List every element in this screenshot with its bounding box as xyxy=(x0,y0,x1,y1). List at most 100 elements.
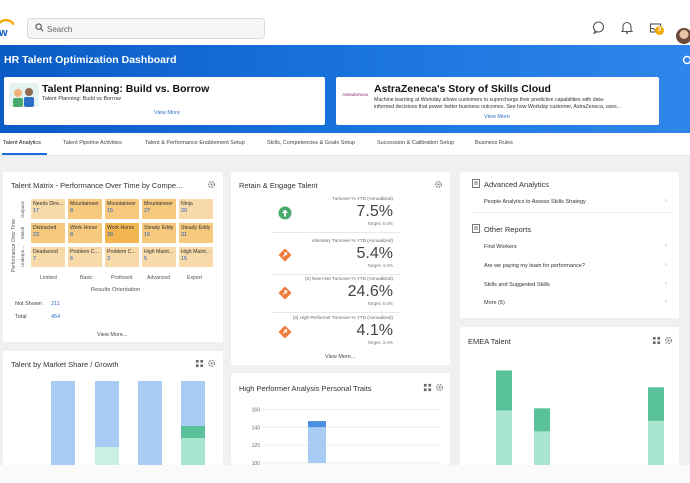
advanced-analytics-title: Advanced Analytics xyxy=(484,180,550,189)
matrix-cell-count: 15 xyxy=(107,207,114,214)
report-link[interactable]: Are we paying my team for performance? xyxy=(484,263,585,269)
row-label: Outpace xyxy=(20,200,25,218)
promo-card-talent-planning[interactable]: Talent Planning: Build vs. Borrow Talent… xyxy=(4,77,325,125)
y-tick-label: 100 xyxy=(252,461,261,465)
matrix-cell-label: Work Horse xyxy=(70,225,98,231)
matrix-cell[interactable]: Steady Eddy 31 xyxy=(178,222,214,244)
total-value[interactable]: 454 xyxy=(51,314,61,320)
chat-icon[interactable] xyxy=(592,21,605,34)
bar xyxy=(496,410,512,465)
not-shown-value[interactable]: 211 xyxy=(51,301,60,307)
matrix-cell-label: High Maint... xyxy=(181,249,211,255)
matrix-cell-label: Problem C... xyxy=(107,249,136,255)
tab-business-rules[interactable]: Business Rules xyxy=(475,140,513,146)
user-avatar[interactable] xyxy=(676,28,690,44)
settings-icon[interactable] xyxy=(682,55,690,65)
divider xyxy=(271,274,401,275)
workday-logo-icon[interactable]: w xyxy=(0,19,14,39)
chart-toggle-icon[interactable] xyxy=(652,336,661,345)
document-icon xyxy=(472,224,480,233)
promo-card-astrazeneca[interactable]: AstraZeneca AstraZeneca's Story of Skill… xyxy=(336,77,659,125)
gear-icon[interactable] xyxy=(207,359,216,368)
matrix-cell[interactable]: Needs Dire... 17 xyxy=(30,198,66,220)
tab-bar: Talent Analytics Talent Pipeline Activit… xyxy=(0,133,690,156)
search-input[interactable] xyxy=(47,22,247,36)
bar xyxy=(181,381,205,426)
matrix-cell-count: 31 xyxy=(181,231,188,238)
report-link[interactable]: Skills and Suggested Skills xyxy=(484,282,550,288)
bar xyxy=(95,447,119,465)
matrix-cell[interactable]: Problem C... 6 xyxy=(67,246,103,268)
chevron-right-icon: › xyxy=(665,243,667,249)
view-more-link[interactable]: View More... xyxy=(97,332,128,338)
matrix-cell[interactable]: Steady Eddy 16 xyxy=(141,222,177,244)
y-tick-label: 160 xyxy=(252,407,261,413)
matrix-cell-label: High Maint... xyxy=(144,249,174,255)
matrix-cell[interactable]: Work Horse 8 xyxy=(67,222,103,244)
matrix-cell-count: 39 xyxy=(107,231,114,238)
chevron-right-icon: › xyxy=(665,281,667,287)
view-more-link[interactable]: View More xyxy=(154,110,180,116)
search-icon xyxy=(35,23,44,32)
bar xyxy=(534,408,550,432)
panel-title: Retain & Engage Talent xyxy=(239,181,318,190)
tab-talent-analytics[interactable]: Talent Analytics xyxy=(3,140,41,146)
metric-value: 4.1% xyxy=(356,322,393,339)
search-box[interactable] xyxy=(27,18,265,39)
matrix-cell-count: 8 xyxy=(70,231,74,238)
chart-toggle-icon[interactable] xyxy=(195,359,204,368)
top-bar: w 3 xyxy=(0,10,690,48)
more-reports-link[interactable]: More (5) xyxy=(484,300,505,306)
gear-icon[interactable] xyxy=(664,336,673,345)
gear-icon[interactable] xyxy=(434,180,443,189)
matrix-cell-count: 5 xyxy=(144,255,148,262)
report-link[interactable]: Find Workers xyxy=(484,244,517,250)
divider xyxy=(271,232,401,233)
bell-icon[interactable] xyxy=(621,21,633,34)
metric-value: 5.4% xyxy=(356,245,393,262)
matrix-cell-count: 23 xyxy=(33,231,40,238)
matrix-cell-count: 8 xyxy=(70,207,74,214)
matrix-cell-count: 17 xyxy=(33,207,40,214)
matrix-cell-count: 16 xyxy=(144,231,151,238)
metric-target: Target: 4.0% xyxy=(367,263,393,268)
view-more-link[interactable]: View More xyxy=(484,114,510,120)
warning-diamond-icon xyxy=(278,286,292,300)
high-performer-panel: High Performer Analysis Personal Traits … xyxy=(231,373,450,465)
metric-value: 7.5% xyxy=(356,203,393,220)
svg-text:w: w xyxy=(0,27,8,39)
bar xyxy=(95,381,119,447)
matrix-cell-label: Steady Eddy xyxy=(144,225,174,231)
traits-chart: 100 120 140 160 xyxy=(252,407,441,465)
matrix-cell[interactable]: High Maint... 5 xyxy=(141,246,177,268)
tab-skills-setup[interactable]: Skills, Competencies & Goals Setup xyxy=(267,140,356,146)
other-reports-title: Other Reports xyxy=(484,225,532,234)
tab-talent-pipeline[interactable]: Talent Pipeline Activities xyxy=(63,140,122,146)
bar xyxy=(308,427,326,463)
metric-label: (2) New Hire Turnover % YTD (Annualized) xyxy=(305,276,393,281)
col-label: Basic xyxy=(80,275,93,281)
gear-icon[interactable] xyxy=(435,383,444,392)
report-link[interactable]: People Analytics to Assess Skills Strate… xyxy=(484,199,586,205)
matrix-cell[interactable]: Mountaineer 8 xyxy=(67,198,103,220)
view-more-link[interactable]: View More... xyxy=(325,354,356,360)
chevron-right-icon: › xyxy=(665,262,667,268)
bar xyxy=(51,381,75,465)
y-axis-label: Performance Over Time xyxy=(11,218,17,272)
chart-toggle-icon[interactable] xyxy=(423,383,432,392)
tab-succession-setup[interactable]: Succession & Calibration Setup xyxy=(377,140,455,146)
matrix-cell[interactable]: Mountaineer 27 xyxy=(141,198,177,220)
matrix-cell[interactable]: Ninja 20 xyxy=(178,198,214,220)
matrix-cell[interactable]: Distracted 23 xyxy=(30,222,66,244)
matrix-cell[interactable]: Mountaineer 15 xyxy=(104,198,140,220)
gear-icon[interactable] xyxy=(207,180,216,189)
matrix-cell[interactable]: Work Horse 39 xyxy=(104,222,140,244)
panel-title: High Performer Analysis Personal Traits xyxy=(239,384,372,393)
matrix-cell[interactable]: Problem C... 3 xyxy=(104,246,140,268)
matrix-cell-label: Problem C... xyxy=(70,249,99,255)
tab-enablement-setup[interactable]: Talent & Performance Enablement Setup xyxy=(145,140,245,146)
bottom-strip xyxy=(0,465,690,483)
chevron-right-icon: › xyxy=(665,198,667,204)
matrix-cell[interactable]: High Maint... 15 xyxy=(178,246,214,268)
matrix-cell[interactable]: Deadwood 7 xyxy=(30,246,66,268)
